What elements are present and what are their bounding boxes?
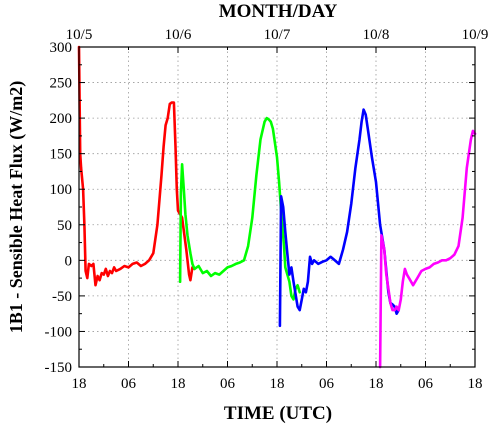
x-tick-label: 06 bbox=[319, 376, 335, 392]
top-tick-label: 10/8 bbox=[363, 27, 390, 43]
y-axis-title: 1B1 - Sensible Heat Flux (W/m2) bbox=[6, 81, 27, 334]
y-tick-label: -150 bbox=[45, 360, 73, 376]
x-tick-label: 18 bbox=[72, 376, 87, 392]
x-tick-label: 18 bbox=[468, 376, 483, 392]
series-lines bbox=[77, 45, 477, 369]
axis-ticks bbox=[78, 46, 476, 368]
top-tick-label: 10/5 bbox=[66, 27, 93, 43]
y-tick-label: 200 bbox=[50, 111, 73, 127]
x-tick-label: 18 bbox=[171, 376, 186, 392]
x-tick-label: 18 bbox=[270, 376, 285, 392]
y-tick-label: 50 bbox=[57, 218, 72, 234]
x-tick-label: 06 bbox=[121, 376, 137, 392]
y-tick-label: 100 bbox=[50, 182, 73, 198]
top-tick-label: 10/7 bbox=[264, 27, 291, 43]
y-tick-label: -100 bbox=[45, 324, 73, 340]
y-tick-label: 250 bbox=[50, 76, 73, 92]
x-tick-label: 06 bbox=[220, 376, 236, 392]
y-tick-label: 150 bbox=[50, 147, 73, 163]
top-axis-title: MONTH/DAY bbox=[219, 1, 338, 22]
y-tick-label: -50 bbox=[52, 289, 72, 305]
plot-frame bbox=[78, 46, 476, 368]
grid bbox=[79, 47, 475, 367]
top-tick-label: 10/9 bbox=[462, 27, 489, 43]
x-axis-title: TIME (UTC) bbox=[224, 403, 332, 424]
x-tick-label: 06 bbox=[418, 376, 434, 392]
x-tick-label: 18 bbox=[369, 376, 384, 392]
series-line-2 bbox=[178, 116, 301, 301]
series-line-4 bbox=[378, 129, 477, 369]
series-line-1 bbox=[77, 45, 196, 287]
y-tick-label: 0 bbox=[65, 253, 73, 269]
y-tick-label: 300 bbox=[50, 40, 73, 56]
top-tick-label: 10/6 bbox=[165, 27, 192, 43]
